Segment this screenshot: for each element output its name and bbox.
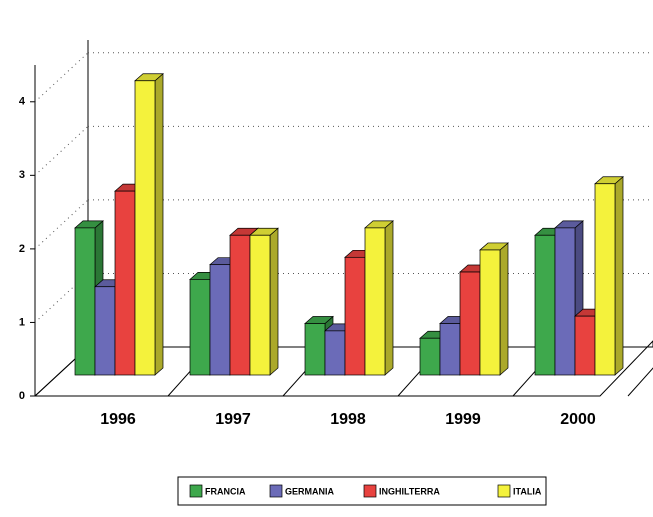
x-tick-label: 1999 xyxy=(445,411,481,428)
grid-line xyxy=(34,52,89,103)
grid-line xyxy=(34,125,89,176)
bar-side xyxy=(269,227,279,376)
bar-side xyxy=(154,73,164,376)
legend-swatch xyxy=(363,484,377,498)
legend-label: INGHILTERRA xyxy=(379,486,440,496)
bar xyxy=(304,323,326,376)
bar xyxy=(209,264,231,376)
legend-swatch xyxy=(497,484,511,498)
bar xyxy=(189,279,211,376)
y-tick-label: 3 xyxy=(19,169,25,181)
x-tick-label: 2000 xyxy=(560,411,596,428)
bar-side xyxy=(499,242,509,376)
floor-divider xyxy=(627,367,653,397)
bar xyxy=(364,227,386,376)
bar xyxy=(419,337,441,376)
bar xyxy=(114,190,136,376)
legend: FRANCIA GERMANIA INGHILTERRA ITALIA xyxy=(177,476,547,506)
legend-box xyxy=(177,476,547,506)
bar xyxy=(594,183,616,376)
bar xyxy=(574,315,596,376)
bar xyxy=(94,286,116,376)
legend-label: GERMANIA xyxy=(285,486,334,496)
legend-swatch xyxy=(189,484,203,498)
x-tick-label: 1998 xyxy=(330,411,366,428)
bar xyxy=(229,234,251,376)
legend-label: FRANCIA xyxy=(205,486,246,496)
y-tick-label: 0 xyxy=(19,390,25,402)
bar xyxy=(554,227,576,376)
y-tick-label: 4 xyxy=(19,96,26,108)
legend-label: ITALIA xyxy=(513,486,542,496)
bar xyxy=(534,234,556,376)
y-tick-label: 2 xyxy=(19,243,25,255)
bar-side xyxy=(614,175,624,376)
bar-side xyxy=(384,220,394,376)
bar xyxy=(459,271,481,376)
bar xyxy=(439,323,461,376)
bar xyxy=(324,330,346,376)
legend-swatch xyxy=(269,484,283,498)
bar xyxy=(249,234,271,376)
grid-line xyxy=(34,199,89,250)
bar xyxy=(344,256,366,376)
y-tick-label: 1 xyxy=(19,316,25,328)
bar xyxy=(479,249,501,376)
x-tick-label: 1997 xyxy=(215,411,251,428)
x-tick-label: 1996 xyxy=(100,411,136,428)
bar xyxy=(134,80,156,376)
bar xyxy=(74,227,96,376)
